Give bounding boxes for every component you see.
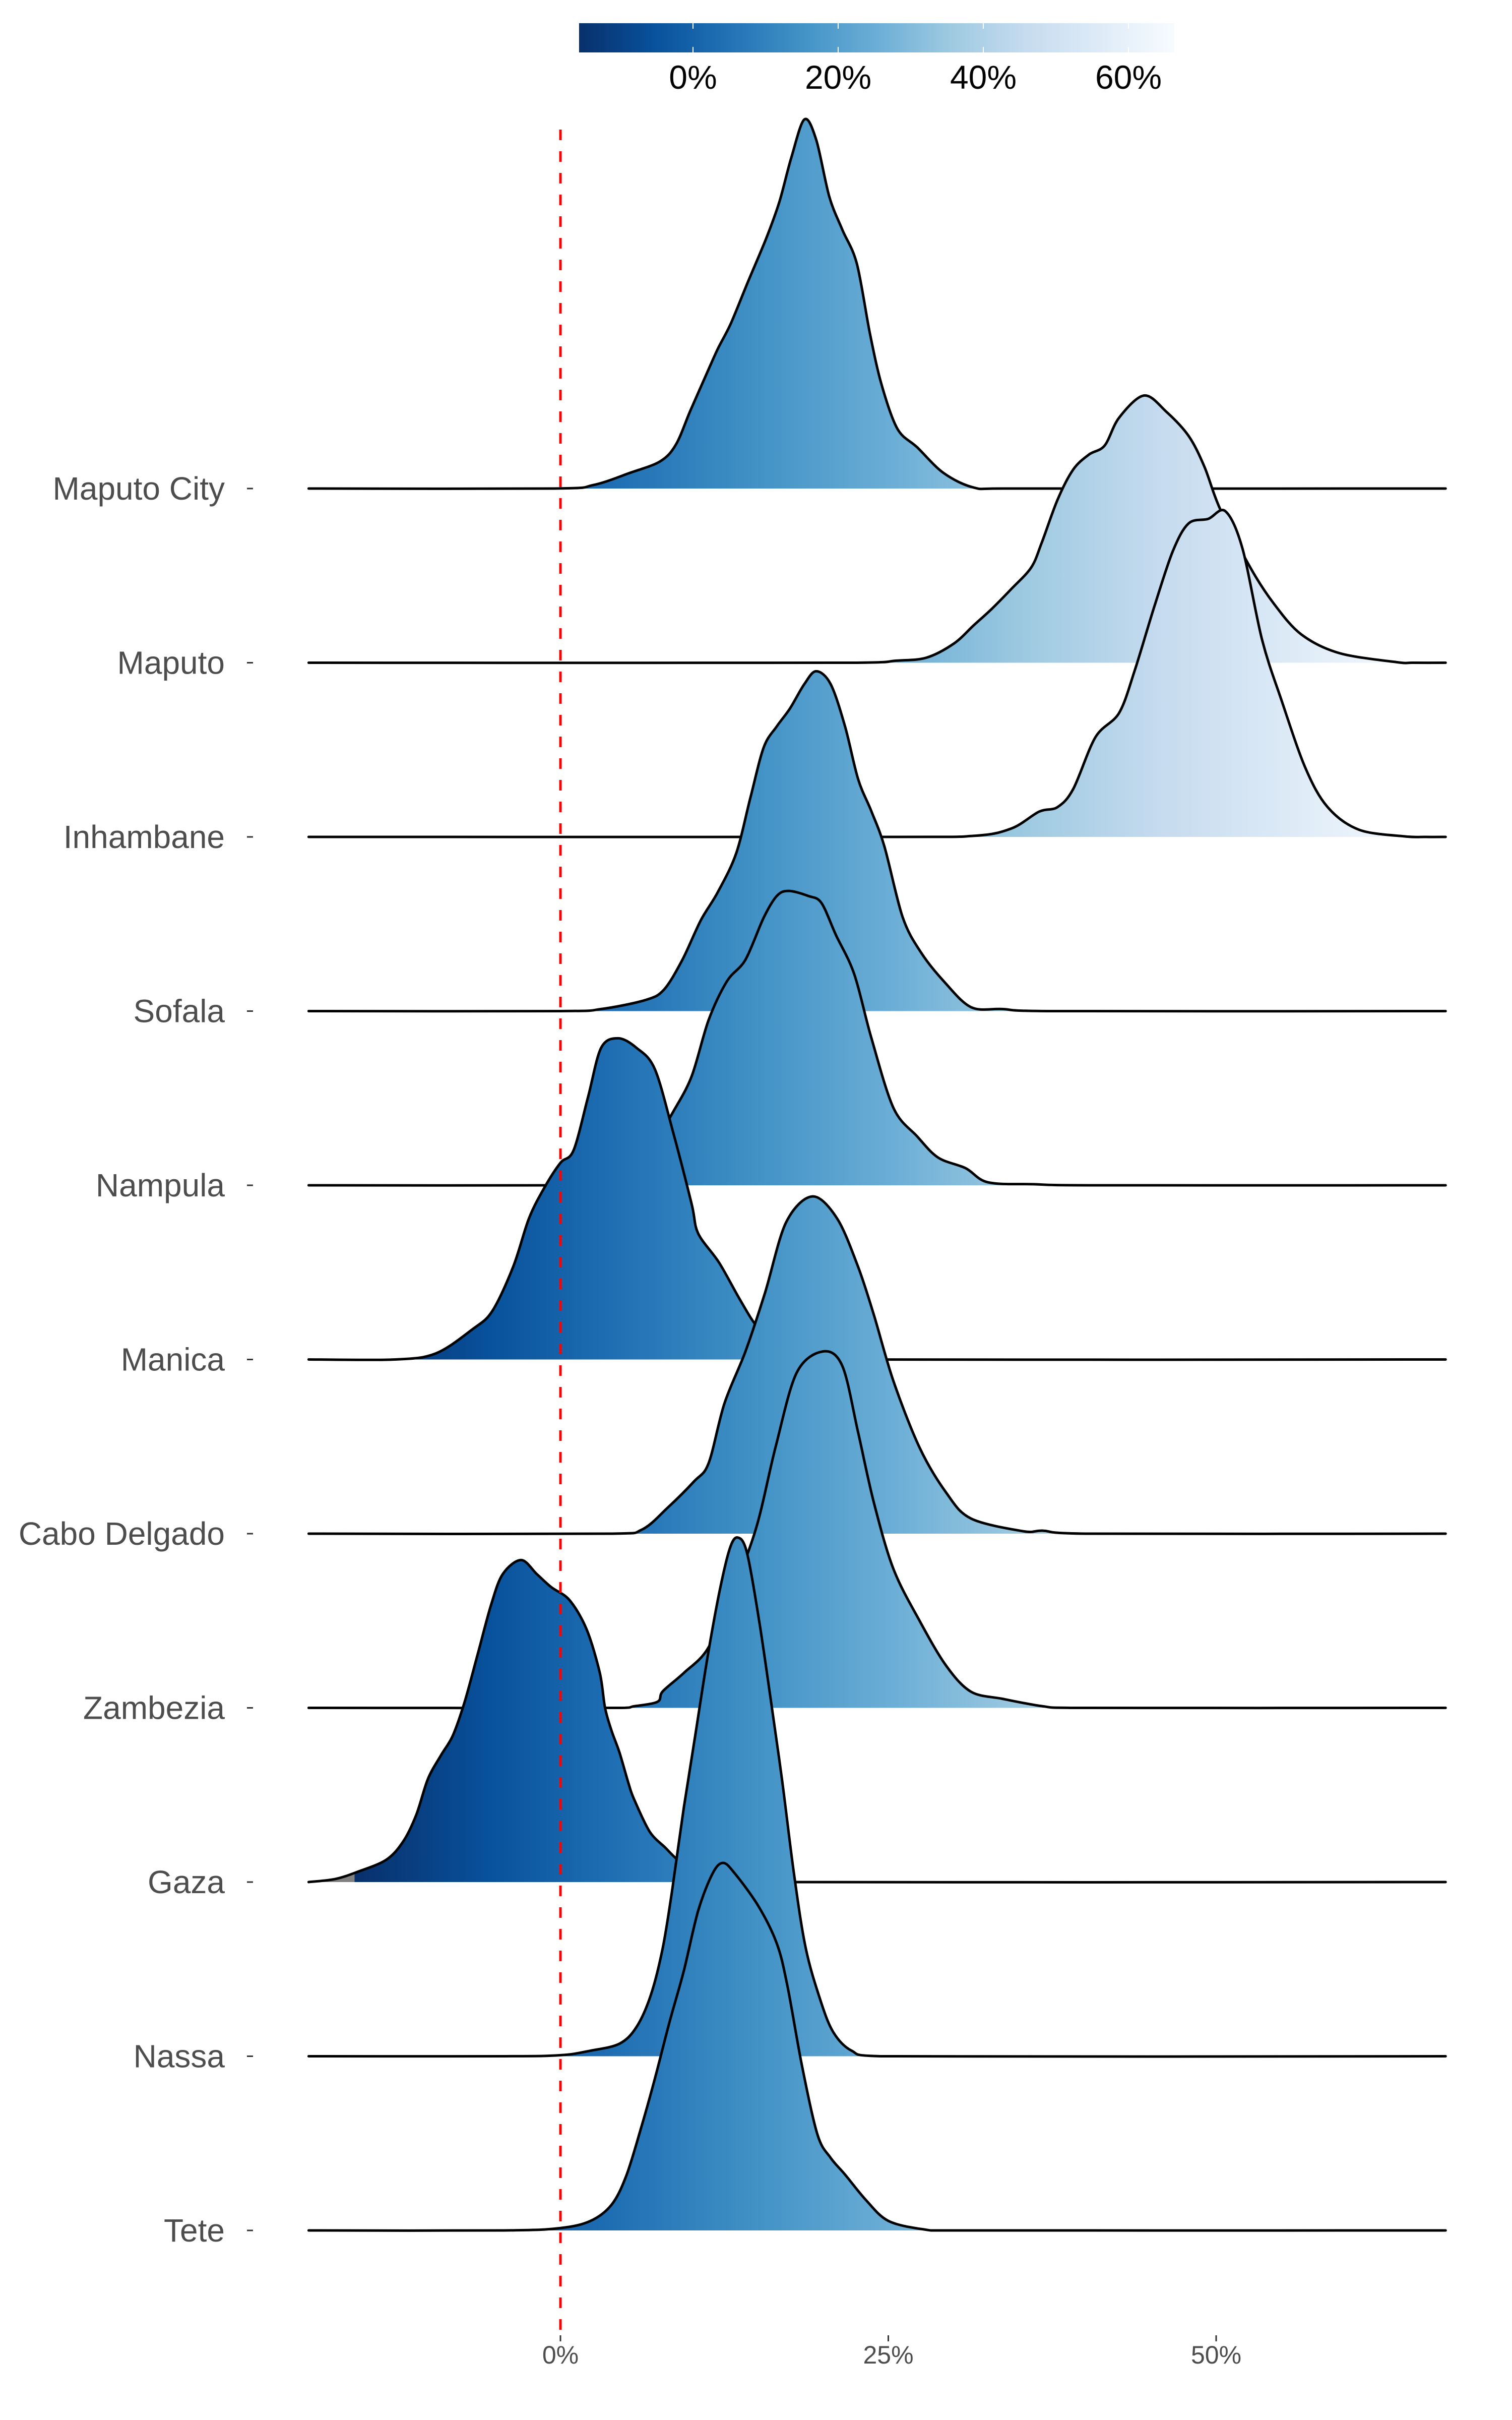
ridge-outline <box>307 670 1447 1013</box>
x-tick-label: 25% <box>863 2341 913 2369</box>
ridge-maputo-city <box>307 117 1447 491</box>
y-tick-label: Tete <box>164 2212 225 2249</box>
y-tick-label: Inhambane <box>64 819 225 855</box>
ridge-inhambane <box>307 509 1447 838</box>
ridge-outline <box>307 1861 1447 2232</box>
colorbar-tick-label: 40% <box>950 58 1017 96</box>
ridge-tete <box>307 1861 1447 2232</box>
ridge-fill <box>308 510 1446 837</box>
ridge-outline <box>307 394 1447 664</box>
x-axis: 0% 25% 50% <box>542 2335 1241 2369</box>
ridge-fill <box>308 1863 1446 2231</box>
y-tick-label: Cabo Delgado <box>19 1516 225 1552</box>
ridge-cabo-delgado <box>307 1195 1447 1536</box>
colorbar-tick-label: 60% <box>1095 58 1162 96</box>
ridge-outline <box>307 509 1447 838</box>
y-tick-label: Manica <box>121 1342 225 1378</box>
ridge-fill <box>308 1560 1446 1883</box>
ridge-nassa <box>307 1536 1447 2058</box>
y-tick-label: Nampula <box>96 1167 225 1203</box>
ridge-fill <box>308 1196 1446 1534</box>
y-tick-label: Nassa <box>134 2038 225 2075</box>
ridge-fill <box>308 118 1446 489</box>
x-tick-label: 0% <box>542 2341 579 2369</box>
y-tick-label: Maputo City <box>53 470 225 507</box>
ridges <box>307 117 1447 2232</box>
y-tick-label: Zambezia <box>83 1690 225 1726</box>
y-tick-label: Maputo <box>117 645 225 681</box>
y-tick-label: Gaza <box>148 1864 225 1900</box>
colorbar-tick-label: 20% <box>805 58 871 96</box>
ridge-outline <box>307 117 1447 491</box>
x-tick-label: 50% <box>1191 2341 1241 2369</box>
ridge-sofala <box>307 670 1447 1013</box>
y-axis: Maputo City Maputo Inhambane Sofala Nampula M… <box>19 470 253 2249</box>
ridge-outline <box>307 1195 1447 1536</box>
ridge-fill <box>308 671 1446 1011</box>
ridge-zambezia <box>307 1350 1447 1710</box>
ridge-outline <box>307 1536 1447 2058</box>
ridge-fill-out-of-range <box>308 2230 355 2231</box>
colorbar-tick-label: 0% <box>669 58 717 96</box>
ridge-fill <box>308 891 1446 1186</box>
y-tick-label: Sofala <box>134 993 225 1030</box>
ridge-fill-out-of-range <box>308 1872 355 1882</box>
ridge-fill <box>308 1351 1446 1708</box>
colorbar-legend: 0% 20% 40% 60% <box>579 23 1174 96</box>
colorbar-bar <box>579 23 1174 52</box>
ridge-outline <box>307 1350 1447 1710</box>
ridge-fill <box>308 1038 1446 1360</box>
